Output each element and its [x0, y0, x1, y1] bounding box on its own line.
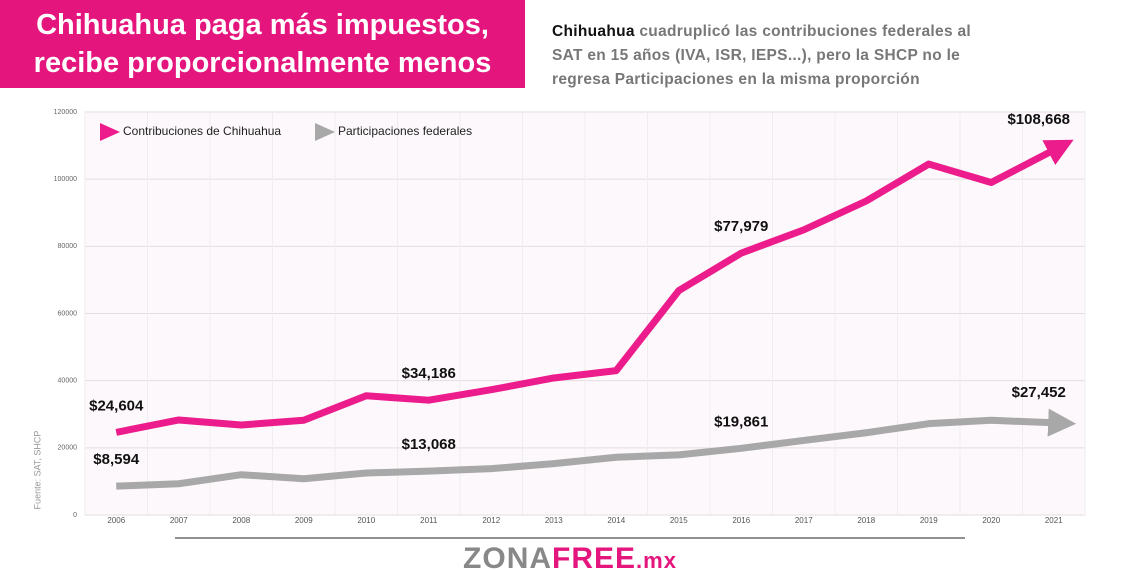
legend-marker	[100, 123, 120, 141]
x-tick-label: 2008	[232, 516, 250, 525]
x-tick-label: 2009	[295, 516, 313, 525]
data-label: $34,186	[402, 365, 456, 382]
legend-label: Contribuciones de Chihuahua	[123, 124, 281, 138]
x-tick-label: 2015	[670, 516, 688, 525]
subtitle-text: cuadruplicó las contribuciones federales…	[552, 23, 972, 88]
y-tick-label: 20000	[58, 445, 78, 452]
data-label: $8,594	[93, 451, 140, 468]
data-label: $27,452	[1012, 384, 1066, 401]
series-line	[115, 139, 1074, 436]
legend-marker	[315, 123, 335, 141]
data-label: $77,979	[714, 218, 768, 235]
data-label: $24,604	[89, 397, 144, 414]
chart-title: Chihuahua paga más impuestos, recibe pro…	[0, 0, 525, 88]
y-tick-label: 100000	[54, 176, 77, 183]
x-tick-label: 2010	[357, 516, 375, 525]
brand: ZONAFREE.mx	[0, 542, 1140, 570]
series-line	[116, 408, 1077, 490]
x-tick-label: 2012	[482, 516, 500, 525]
brand-part: .mx	[636, 548, 677, 570]
y-tick-label: 80000	[58, 243, 78, 250]
data-label: $19,861	[714, 413, 768, 430]
y-tick-label: 0	[73, 512, 77, 519]
x-tick-label: 2011	[420, 516, 438, 525]
x-tick-label: 2007	[170, 516, 188, 525]
y-tick-label: 120000	[54, 109, 77, 116]
x-tick-label: 2020	[982, 516, 1000, 525]
data-label: $13,068	[402, 436, 456, 453]
x-tick-label: 2017	[795, 516, 813, 525]
x-tick-label: 2014	[607, 516, 625, 525]
x-tick-label: 2006	[107, 516, 125, 525]
x-tick-label: 2016	[732, 516, 750, 525]
brand-part: FREE	[552, 542, 637, 570]
data-label: $108,668	[1007, 111, 1070, 128]
x-tick-label: 2019	[920, 516, 938, 525]
x-tick-label: 2018	[857, 516, 875, 525]
x-tick-label: 2021	[1045, 516, 1063, 525]
subtitle-lead: Chihuahua	[552, 23, 635, 40]
brand-part: ZONA	[463, 542, 553, 570]
subtitle: Chihuahua cuadruplicó las contribuciones…	[552, 20, 1002, 92]
x-tick-label: 2013	[545, 516, 563, 525]
y-tick-label: 40000	[58, 378, 78, 385]
y-tick-label: 60000	[58, 310, 78, 317]
legend-label: Participaciones federales	[338, 124, 472, 138]
source-note: Fuente: SAT, SHCP	[32, 431, 42, 510]
